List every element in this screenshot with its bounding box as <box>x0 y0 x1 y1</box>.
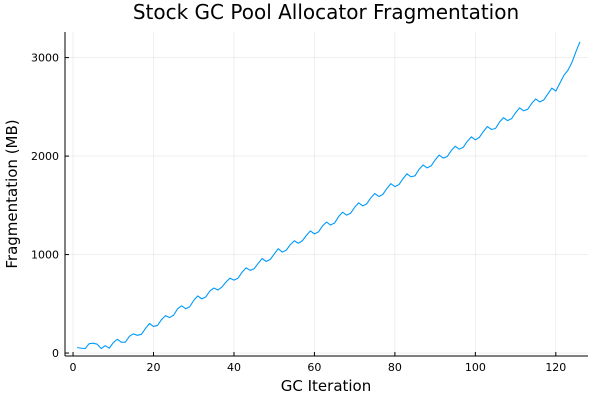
x-tick-label: 60 <box>307 361 321 374</box>
grid-layer <box>65 32 588 356</box>
x-tick-label: 80 <box>388 361 402 374</box>
ticks-layer: 0 20 40 60 80 100 120 0 1000 2000 3000 <box>31 52 566 374</box>
axes-layer <box>64 32 588 357</box>
y-tick-label: 0 <box>52 347 59 360</box>
chart-title: Stock GC Pool Allocator Fragmentation <box>133 0 519 24</box>
y-tick-label: 1000 <box>31 249 59 262</box>
x-tick-label: 20 <box>147 361 161 374</box>
y-tick-label: 3000 <box>31 52 59 65</box>
x-tick-label: 40 <box>227 361 241 374</box>
x-tick-label: 100 <box>465 361 486 374</box>
x-tick-label: 120 <box>545 361 566 374</box>
x-axis-label: GC Iteration <box>281 377 372 395</box>
y-axis-label: Fragmentation (MB) <box>3 119 21 268</box>
series-layer <box>77 41 581 350</box>
y-tick-label: 2000 <box>31 150 59 163</box>
series-line-0 <box>77 41 581 350</box>
x-tick-label: 0 <box>70 361 77 374</box>
